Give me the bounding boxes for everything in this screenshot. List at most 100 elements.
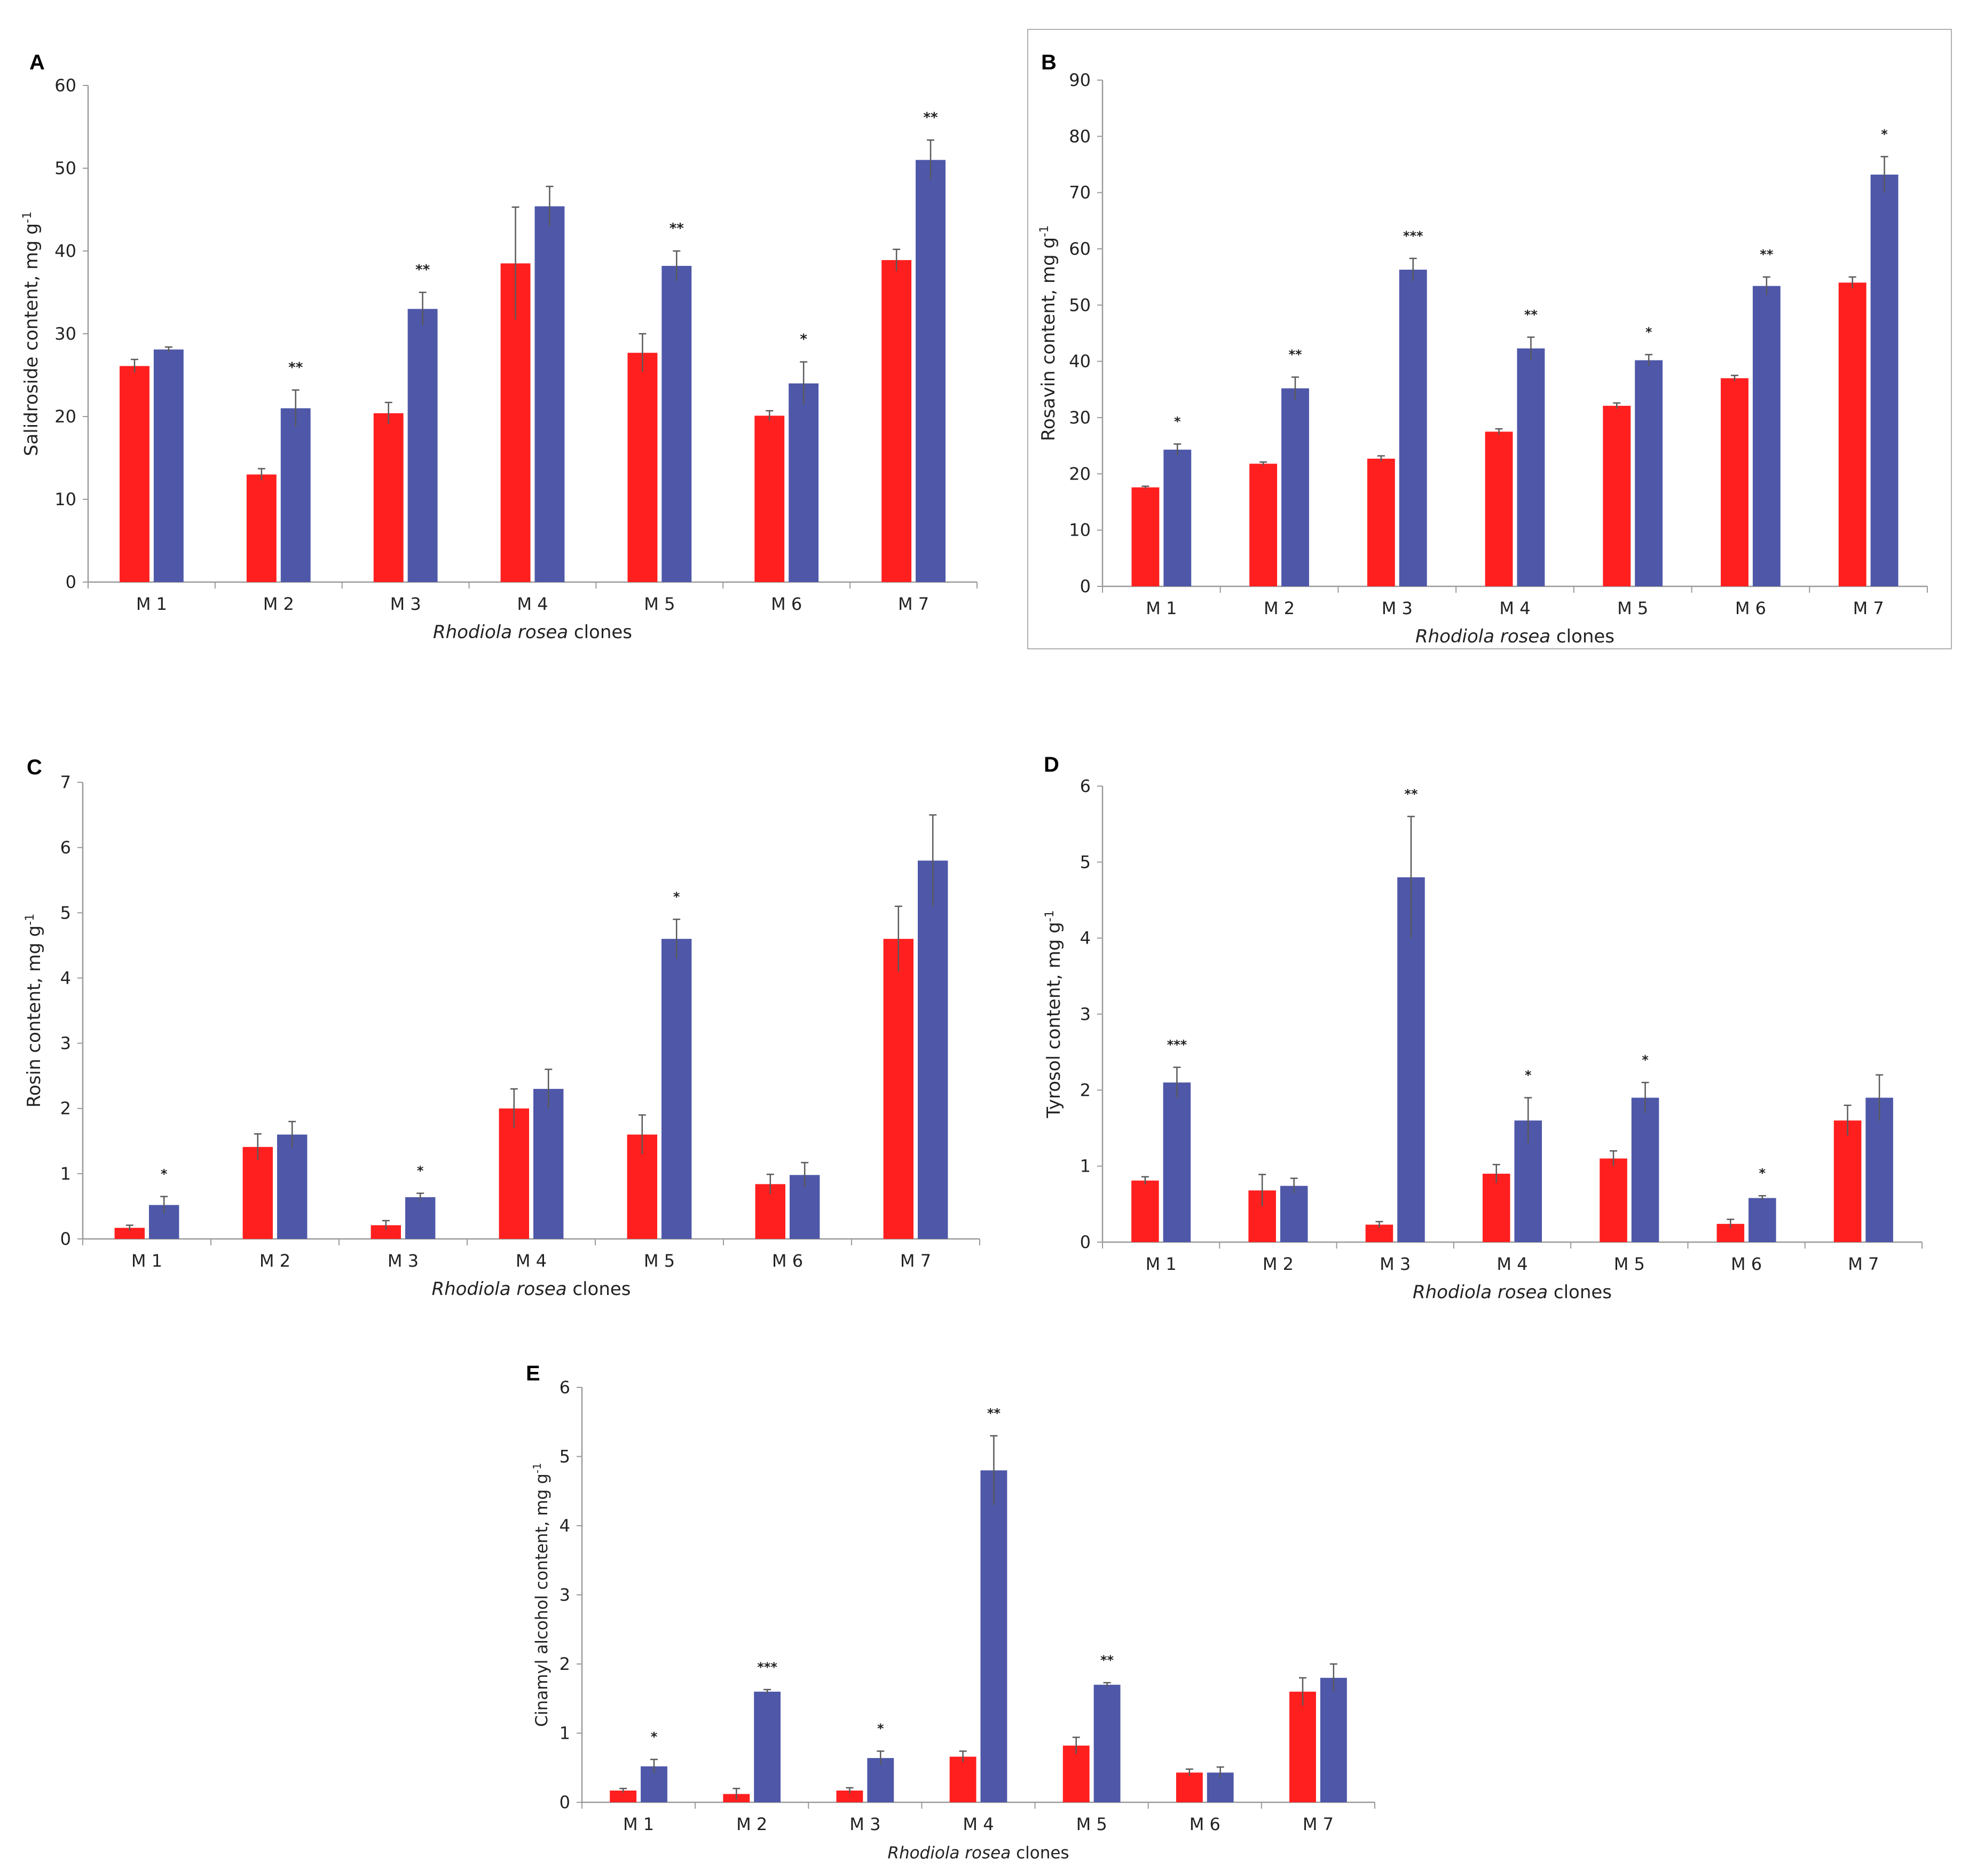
x-axis-title-italic: Rhodiola rosea (1413, 1282, 1548, 1303)
x-axis-title: Rhodiola rosea clones (1413, 1282, 1612, 1303)
x-axis-title-rest: clones (567, 1278, 631, 1300)
y-tick-label: 2 (60, 1098, 71, 1119)
y-tick-label: 2 (1080, 1080, 1091, 1100)
bar-series1 (881, 260, 912, 582)
bar-series2 (918, 860, 948, 1239)
y-tick-label: 3 (560, 1585, 570, 1605)
bar-series1 (1833, 1120, 1862, 1242)
y-tick-label: 4 (60, 968, 71, 988)
bar-series2 (1631, 1097, 1659, 1242)
panel-label: C (27, 756, 42, 779)
y-axis-title-main: Rosin content, mg g (23, 925, 45, 1108)
bar-series1 (836, 1790, 863, 1802)
significance-mark: * (673, 890, 680, 905)
bar-series2 (1093, 1684, 1121, 1802)
bar-series2 (1752, 286, 1781, 586)
significance-mark: * (1645, 325, 1652, 340)
bar-series2 (916, 160, 946, 582)
y-tick-label: 6 (60, 837, 71, 858)
x-tick-label: M 4 (517, 594, 548, 614)
x-tick-label: M 3 (1380, 1254, 1411, 1274)
x-tick-label: M 5 (1076, 1814, 1107, 1834)
bar-series2 (754, 1691, 781, 1802)
y-tick-label: 30 (1069, 407, 1091, 428)
significance-mark: ** (1288, 347, 1302, 362)
y-tick-label: 2 (560, 1654, 570, 1674)
x-axis-title-italic: Rhodiola rosea (887, 1843, 1011, 1863)
y-tick-label: 5 (1080, 852, 1091, 872)
significance-mark: *** (1167, 1038, 1187, 1053)
chart-panel-c: C 0 1 2 3 4 5 6 7 * M 1 M 2 * M 3 M 4 * M 5 M 6 M 7 Rhodiol… (23, 756, 980, 1300)
x-tick-label: M 2 (1264, 598, 1295, 618)
x-tick-label: M 1 (623, 1814, 654, 1834)
bar-series1 (949, 1756, 976, 1802)
bar-series2 (534, 206, 565, 582)
y-tick-label: 1 (60, 1164, 71, 1184)
bar-series2 (1635, 360, 1663, 586)
panel-label: A (29, 51, 45, 74)
bar-series1 (114, 1228, 145, 1239)
significance-mark: ** (1760, 247, 1774, 262)
x-tick-label: M 6 (1735, 598, 1766, 618)
x-axis-title: Rhodiola rosea clones (431, 1278, 631, 1300)
bar-series2 (661, 939, 692, 1239)
x-axis-title: Rhodiola rosea clones (887, 1843, 1069, 1863)
x-tick-label: M 4 (963, 1814, 994, 1834)
y-tick-label: 3 (60, 1033, 71, 1054)
bar-series1 (1485, 431, 1513, 586)
x-tick-label: M 5 (644, 594, 675, 614)
y-axis-title-superscript: -1 (1038, 225, 1051, 237)
bar-series1 (1838, 282, 1866, 586)
significance-mark: * (1759, 1166, 1766, 1181)
panel-frame (1027, 29, 1952, 649)
x-tick-label: M 5 (1617, 598, 1648, 618)
y-tick-label: 6 (560, 1377, 570, 1398)
significance-mark: * (161, 1167, 168, 1182)
y-tick-label: 50 (1069, 295, 1091, 315)
bar-series1 (1721, 378, 1749, 586)
bar-series2 (1870, 174, 1899, 587)
y-tick-label: 20 (54, 406, 76, 427)
x-tick-label: M 1 (131, 1251, 162, 1271)
x-tick-label: M 1 (136, 594, 167, 614)
bar-series2 (1163, 1082, 1191, 1242)
bar-series2 (533, 1089, 564, 1239)
significance-mark: * (800, 332, 807, 348)
x-tick-label: M 6 (1731, 1254, 1762, 1274)
bar-series1 (1603, 405, 1631, 586)
y-tick-label: 80 (1069, 126, 1091, 146)
y-tick-label: 60 (1069, 239, 1091, 259)
panel-label: B (1041, 51, 1057, 74)
x-tick-label: M 2 (259, 1251, 290, 1271)
y-axis-title-main: Tyrosol content, mg g (1043, 922, 1065, 1118)
bar-series2 (1397, 877, 1425, 1242)
y-tick-label: 60 (54, 75, 76, 96)
y-tick-label: 6 (1080, 776, 1091, 796)
x-tick-label: M 2 (736, 1814, 767, 1834)
x-tick-label: M 7 (900, 1251, 931, 1271)
y-tick-label: 3 (1080, 1004, 1091, 1024)
bar-series1 (246, 474, 277, 582)
bar-series1 (1289, 1691, 1316, 1802)
y-tick-label: 10 (54, 489, 76, 509)
x-tick-label: M 1 (1146, 1254, 1177, 1274)
y-tick-label: 5 (560, 1447, 570, 1467)
bar-series1 (754, 415, 785, 582)
x-axis-title: Rhodiola rosea clones (1415, 626, 1614, 647)
significance-mark: * (1881, 127, 1888, 142)
x-axis-title-italic: Rhodiola rosea (1415, 626, 1550, 647)
y-tick-label: 4 (1080, 928, 1091, 948)
y-axis-title: Rosin content, mg g-1 (23, 914, 45, 1108)
significance-mark: *** (757, 1660, 777, 1675)
x-axis-title-rest: clones (1550, 626, 1614, 647)
significance-mark: ** (1100, 1653, 1114, 1668)
x-axis-title-rest: clones (1548, 1282, 1612, 1303)
bar-series2 (277, 1134, 308, 1239)
x-tick-label: M 7 (1853, 598, 1884, 618)
bar-series1 (883, 939, 913, 1239)
x-tick-label: M 2 (263, 594, 294, 614)
significance-mark: * (1525, 1068, 1532, 1083)
x-axis-title-rest: clones (1011, 1843, 1069, 1863)
y-axis-title-main: Salidroside content, mg g (21, 223, 42, 456)
x-tick-label: M 3 (849, 1814, 880, 1834)
